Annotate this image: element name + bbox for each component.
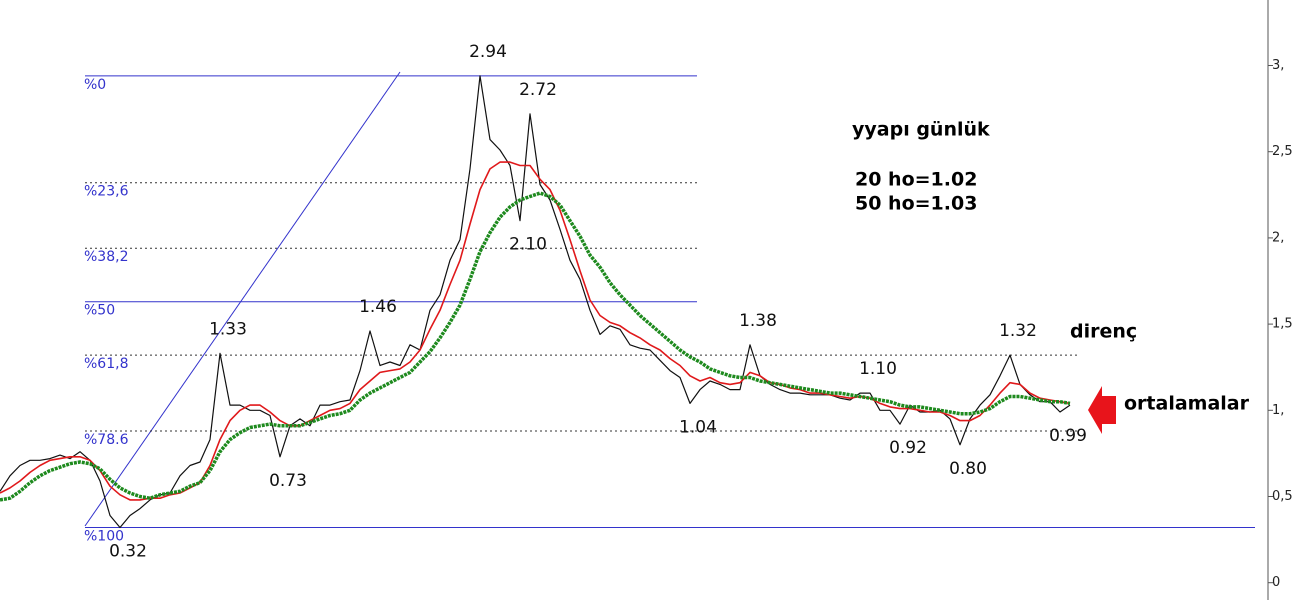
value-label: 0.73 — [269, 471, 307, 491]
value-label: 1.46 — [359, 297, 397, 317]
value-label: 1.32 — [999, 321, 1037, 341]
y-tick-label: 1, — [1272, 403, 1284, 418]
fib-level-label: %100 — [84, 529, 124, 545]
fib-level-label: %0 — [84, 77, 106, 93]
y-tick-label: 2, — [1272, 230, 1284, 245]
value-label: 2.10 — [509, 235, 547, 255]
value-label: 0.92 — [889, 438, 927, 458]
y-tick-label: 1,5 — [1272, 317, 1293, 332]
value-label: 0.99 — [1049, 426, 1087, 446]
value-label: 1.10 — [859, 359, 897, 379]
fib-trend-line — [84, 71, 401, 527]
chart-title: yyapı günlük — [852, 119, 990, 141]
series-line — [0, 75, 1071, 529]
fib-level-label: %50 — [84, 303, 115, 319]
y-tick-label: 2,5 — [1272, 144, 1293, 159]
fib-level-label: %23,6 — [84, 184, 129, 200]
note: 20 ho=1.02 — [855, 169, 977, 191]
ma-label: ortalamalar — [1124, 393, 1250, 415]
value-label: 1.33 — [209, 319, 247, 339]
y-tick-label: 3, — [1272, 58, 1284, 73]
fib-level-label: %61,8 — [84, 356, 128, 372]
value-label: 2.72 — [519, 80, 557, 100]
value-label: 1.38 — [739, 311, 777, 331]
series-line — [0, 191, 1071, 502]
fib-level-label: %38,2 — [84, 249, 128, 265]
value-label: 0.80 — [949, 459, 987, 479]
y-tick-label: 0 — [1272, 575, 1280, 590]
value-label: 2.94 — [469, 42, 507, 62]
resistance-label: direnç — [1070, 321, 1137, 343]
value-label: 0.32 — [109, 542, 147, 562]
note: 50 ho=1.03 — [855, 193, 977, 215]
fib-level-label: %78.6 — [84, 432, 129, 448]
value-label: 1.04 — [679, 417, 717, 437]
arrow — [1088, 386, 1116, 434]
y-tick-label: 0,5 — [1272, 489, 1293, 504]
